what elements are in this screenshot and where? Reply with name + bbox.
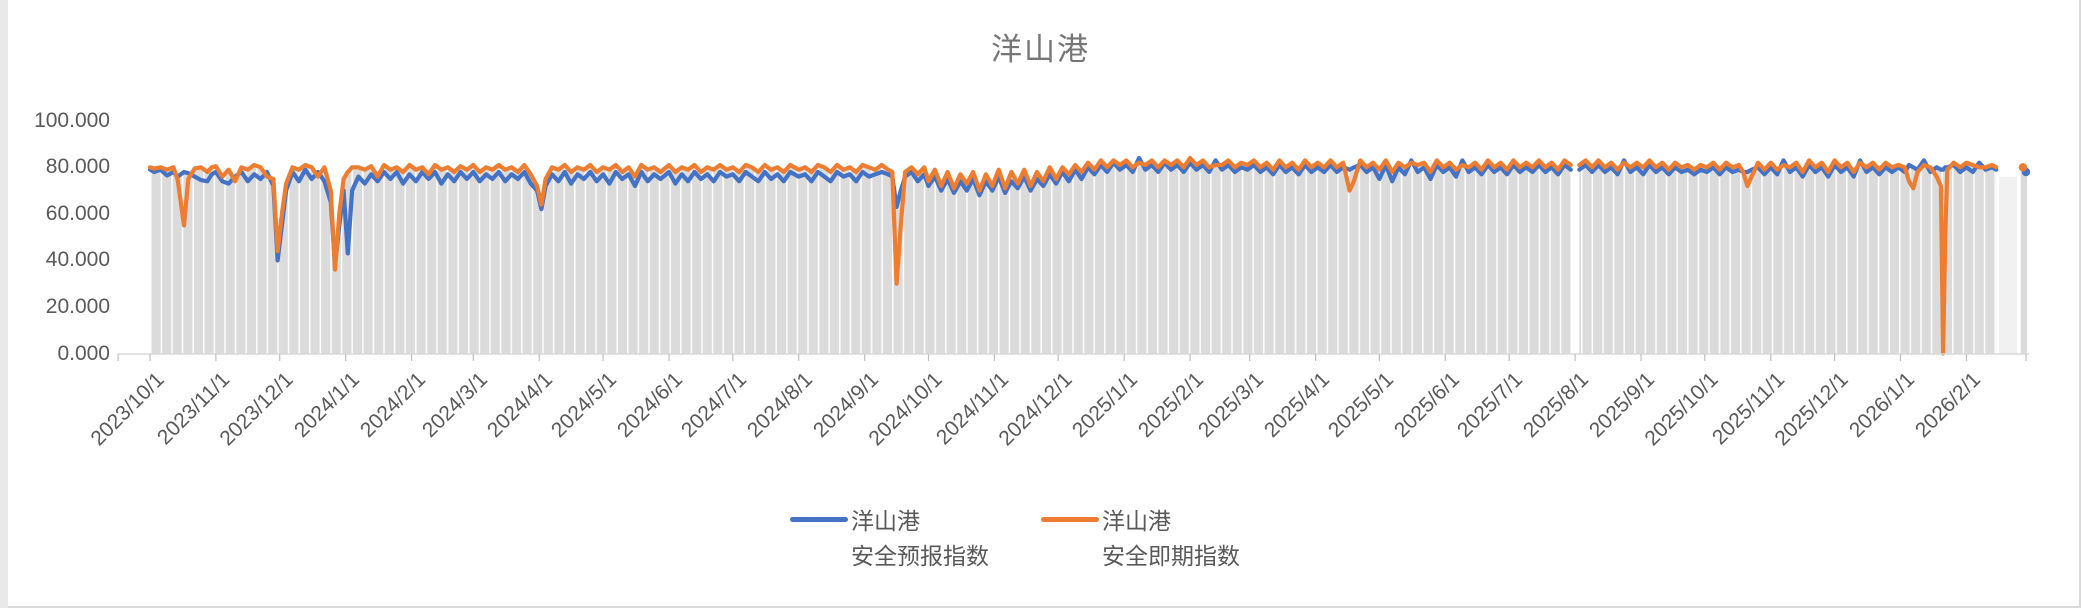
chart-border-bottom [8,606,2081,608]
legend-label-forecast: 洋山港 安全预报指数 [851,508,989,569]
y-axis-label: 100.000 [34,108,110,132]
y-axis-label: 80.000 [45,155,110,179]
dropline-area-fill [1579,160,1997,354]
legend-item-forecast[interactable]: 洋山港 安全预报指数 [790,504,989,574]
dropline-single-column [2020,167,2028,354]
series-spot-line-point[interactable] [2018,163,2028,172]
y-axis-label: 20.000 [45,295,110,318]
legend-line-blue-icon [790,517,848,522]
y-axis-label: 60.000 [45,201,110,225]
dropline-area-fill [150,158,1571,354]
y-axis-label: 40.000 [45,248,110,272]
legend-line-orange-icon [1041,517,1099,522]
chart-title[interactable]: 洋山港 [991,32,1090,67]
legend: 洋山港 安全预报指数 洋山港 安全即期指数 [0,504,2081,584]
y-axis-label: 0.000 [57,341,110,365]
series-spot-line[interactable] [147,155,1573,286]
legend-label-spot: 洋山港 安全即期指数 [1102,508,1240,569]
chart-border-right [2079,0,2081,608]
series-spot-line[interactable] [1577,158,1999,356]
sheet-edge-strip [0,0,8,608]
series-forecast-line[interactable] [1577,158,1999,179]
series-forecast-line[interactable] [147,155,1573,268]
no-data-gap [1999,176,2017,354]
legend-item-spot[interactable]: 洋山港 安全即期指数 [1041,504,1240,574]
